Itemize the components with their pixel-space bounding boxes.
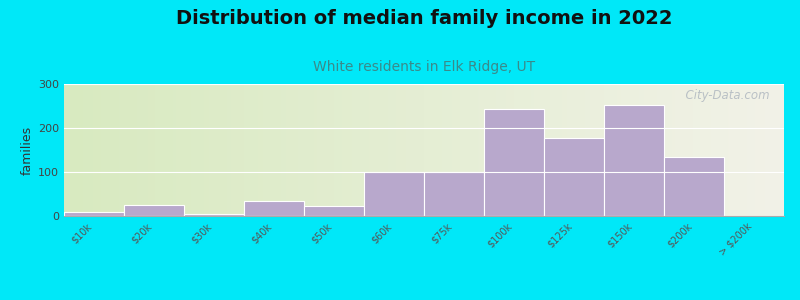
- Bar: [304, 206, 364, 216]
- Bar: [664, 158, 724, 216]
- Y-axis label: families: families: [21, 125, 34, 175]
- Text: Distribution of median family income in 2022: Distribution of median family income in …: [176, 9, 672, 28]
- Bar: [604, 105, 664, 216]
- Bar: [484, 109, 544, 216]
- Bar: [244, 201, 304, 216]
- Bar: [424, 172, 484, 216]
- Text: White residents in Elk Ridge, UT: White residents in Elk Ridge, UT: [313, 60, 535, 74]
- Bar: [124, 205, 184, 216]
- Bar: [64, 212, 124, 216]
- Bar: [184, 214, 244, 216]
- Text: City-Data.com: City-Data.com: [678, 89, 770, 102]
- Bar: [544, 138, 604, 216]
- Bar: [364, 172, 424, 216]
